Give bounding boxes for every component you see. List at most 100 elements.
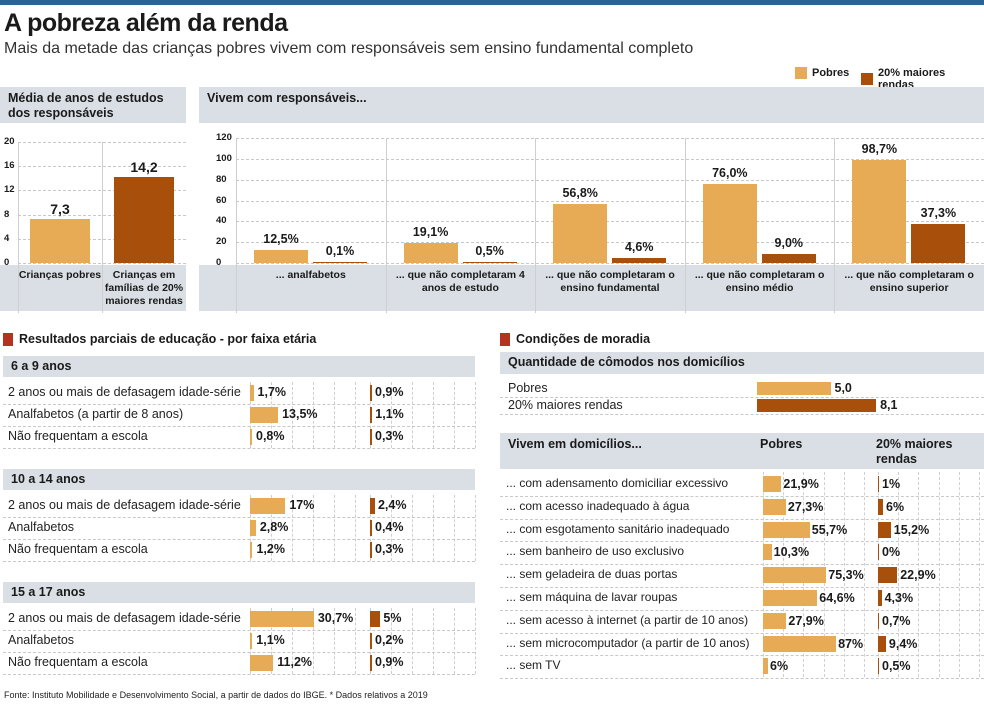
chart1-area: 0 4 8 12 16 20 7,3 Crianças pobres 14,2 Crianças …	[0, 125, 186, 315]
value-ricos: 0,9%	[375, 655, 404, 669]
value-ricos: 15,2%	[893, 522, 930, 537]
page-title: A pobreza além da renda	[4, 9, 288, 37]
data-label: 9,0%	[774, 235, 804, 250]
grid-column	[313, 608, 314, 674]
value-pobres: 11,2%	[277, 655, 313, 669]
row-divider	[500, 655, 984, 657]
grid-column	[391, 495, 392, 561]
row-label: 2 anos ou mais de defasagem idade-série	[8, 498, 241, 512]
grid-column	[271, 495, 272, 561]
row-label: ... sem banheiro de uso exclusivo	[506, 544, 685, 559]
grid-column	[475, 495, 476, 561]
row-divider	[3, 404, 475, 405]
row-label: 2 anos ou mais de defasagem idade-série	[8, 611, 241, 625]
value-ricos: 9,4%	[888, 636, 918, 651]
value-pobres: 87%	[838, 636, 864, 651]
bar-ricos	[878, 567, 898, 584]
row-label: 20% maiores rendas	[508, 398, 623, 412]
grid-column	[391, 382, 392, 448]
y-tick-label: 100	[216, 152, 232, 164]
legend-swatch-ricos	[861, 73, 873, 85]
row-label: ... sem geladeira de duas portas	[506, 567, 678, 582]
y-tick-label: 60	[216, 194, 227, 206]
chart5-area: ... com adensamento domiciliar excessivo…	[500, 470, 984, 685]
row-label: Analfabetos	[8, 520, 75, 534]
data-label: 8,1	[880, 398, 898, 412]
data-label: 7,3	[50, 200, 70, 217]
bar-ricos	[878, 612, 879, 629]
bar-pobres	[250, 498, 286, 514]
bar	[852, 160, 907, 263]
row-label: 2 anos ou mais de defasagem idade-série	[8, 385, 241, 399]
row-divider	[500, 587, 984, 588]
bar	[254, 249, 308, 263]
grid-column	[433, 608, 434, 674]
value-pobres: 10,3%	[773, 545, 810, 560]
bar-pobres	[250, 520, 256, 536]
value-ricos: 22,9%	[900, 568, 936, 583]
bar-pobres	[763, 476, 782, 492]
row-divider	[3, 630, 475, 631]
row-divider	[3, 517, 475, 518]
grid-column	[292, 382, 293, 448]
row-label: ... sem máquina de lavar roupas	[506, 590, 678, 604]
grid-column	[433, 382, 434, 448]
category-label: ... analfabetos	[275, 269, 346, 281]
grid-column	[475, 382, 476, 448]
row-divider	[500, 541, 984, 543]
grid-column	[864, 472, 865, 678]
grid-column	[391, 608, 392, 674]
data-label: 0,5%	[475, 244, 504, 258]
rooms-title: Quantidade de cômodos nos domicílios	[500, 352, 984, 374]
bar-ricos	[878, 544, 879, 561]
value-pobres: 6%	[770, 659, 789, 674]
gridline	[236, 200, 984, 202]
row-divider	[3, 539, 475, 540]
row-label: ... com esgotamento sanitário inadequado	[506, 521, 730, 536]
bar	[761, 253, 816, 263]
column-divider	[535, 138, 537, 313]
bar-pobres	[250, 542, 253, 558]
value-ricos: 0,3%	[375, 542, 404, 556]
row-divider	[500, 609, 984, 611]
row-label: Não frequentam a escola	[8, 655, 148, 669]
column-divider	[236, 138, 237, 313]
category-label: ... que não completaram o ensino superio…	[844, 269, 974, 294]
bar	[612, 258, 667, 263]
bar	[403, 243, 458, 263]
section-educacao: Resultados parciais de educação - por fa…	[3, 332, 316, 346]
grid-column	[898, 472, 900, 678]
bar	[114, 177, 174, 263]
value-pobres: 64,6%	[819, 591, 855, 605]
data-label: 76,0%	[712, 165, 748, 180]
row-divider	[500, 495, 984, 497]
y-tick-label: 12	[4, 184, 15, 196]
value-ricos: 0,7%	[882, 613, 911, 628]
grid-column	[355, 608, 356, 674]
gridline	[236, 179, 984, 181]
bar-pobres	[250, 385, 254, 401]
housing-header: Vivem em domicílios... Pobres 20% maiore…	[500, 433, 984, 469]
housing-title: Vivem em domicílios...	[508, 437, 642, 451]
housing-col-pobres: Pobres	[760, 437, 803, 451]
bar-ricos	[878, 658, 879, 675]
gridline	[236, 158, 984, 160]
bar-pobres	[763, 612, 787, 629]
bar-ricos	[878, 521, 891, 538]
bar-ricos	[370, 633, 372, 649]
grid-column	[412, 382, 413, 448]
section-marker-icon	[3, 332, 13, 346]
bar-ricos	[370, 611, 381, 627]
value-ricos: 1%	[882, 477, 901, 491]
grid-column	[938, 472, 940, 678]
y-tick-label: 0	[4, 257, 10, 268]
legend-swatch-pobres	[795, 67, 807, 79]
chart2-area: 0 20 40 60 80 100 120 12,5% 0,1% ... analfabetos 1…	[199, 125, 984, 315]
bar-ricos	[370, 407, 373, 423]
bar	[911, 224, 966, 263]
page-subtitle: Mais da metade das crianças pobres vivem…	[4, 40, 694, 57]
bar	[30, 218, 90, 263]
grid-column	[412, 495, 413, 561]
value-ricos: 0,3%	[375, 429, 404, 443]
grid-column	[271, 608, 272, 674]
